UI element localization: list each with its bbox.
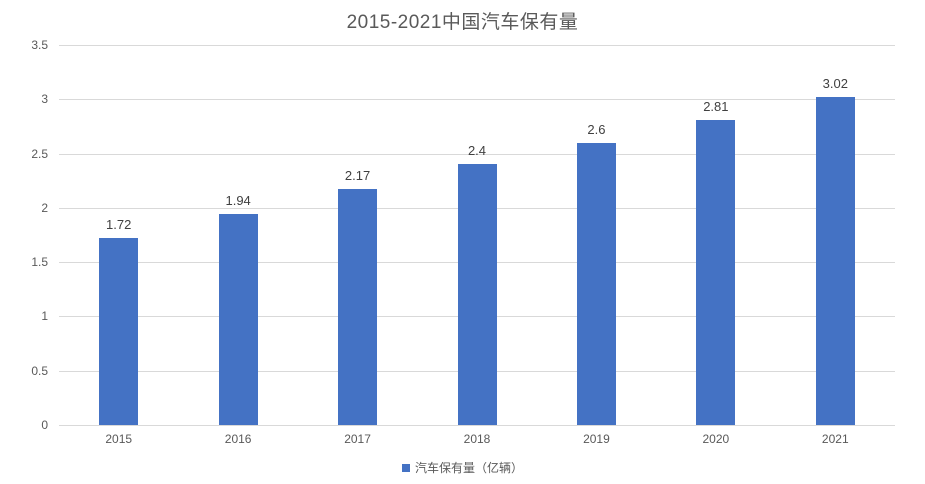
legend-label: 汽车保有量（亿辆） (414, 461, 523, 475)
x-tick-label: 2016 (224, 432, 252, 446)
y-tick-label: 0 (41, 418, 48, 432)
y-tick-label: 2.5 (31, 146, 48, 161)
bar-2015 (99, 238, 139, 425)
x-tick-label: 2019 (583, 432, 610, 446)
bar-2019 (576, 142, 616, 425)
bar-2020 (696, 119, 736, 425)
x-axis-line (59, 425, 895, 426)
y-tick-label: 3.5 (31, 38, 48, 52)
bar-value-label: 2.4 (467, 143, 487, 159)
bar-2021 (815, 97, 855, 425)
legend-marker-square-icon (401, 463, 410, 472)
y-tick-label: 3 (41, 92, 48, 107)
bar-value-label: 2.17 (344, 168, 371, 184)
y-tick-label: 1 (41, 309, 48, 324)
y-tick-label: 2 (41, 200, 48, 215)
gridline (59, 45, 895, 46)
bar-value-label: 3.02 (822, 76, 848, 92)
bar-2016 (218, 214, 258, 425)
gridline (59, 99, 895, 101)
x-tick-label: 2017 (344, 432, 371, 446)
gridline (59, 153, 895, 155)
bar-value-label: 1.94 (225, 193, 251, 209)
x-tick-label: 2018 (463, 432, 491, 446)
y-tick-label: 0.5 (31, 363, 48, 378)
bar-2018 (457, 164, 497, 425)
legend: 汽车保有量（亿辆） (0, 459, 925, 476)
bar-2017 (338, 189, 378, 425)
x-tick-label: 2020 (702, 432, 730, 446)
x-tick-label: 2015 (105, 432, 133, 446)
y-tick-label: 1.5 (31, 255, 48, 270)
x-tick-label: 2021 (821, 432, 849, 446)
bar-value-label: 1.72 (106, 217, 132, 233)
chart-title: 2015-2021中国汽车保有量 (346, 12, 579, 33)
bar-value-label: 2.6 (587, 121, 606, 137)
bar-value-label: 2.81 (703, 98, 729, 114)
